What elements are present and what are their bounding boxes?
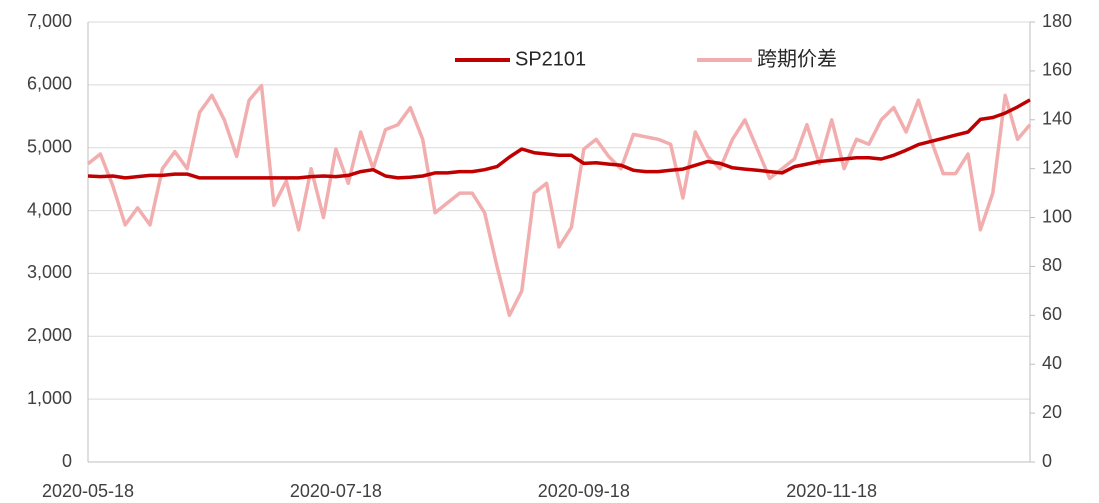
y2-tick-label: 20 xyxy=(1042,402,1062,422)
y-tick-label: 0 xyxy=(62,451,72,471)
x-tick-label: 2020-07-18 xyxy=(290,481,382,501)
y2-tick-label: 60 xyxy=(1042,304,1062,324)
y-tick-label: 3,000 xyxy=(27,262,72,282)
x-tick-label: 2020-11-18 xyxy=(786,481,877,501)
y2-tick-label: 80 xyxy=(1042,255,1062,275)
y-tick-label: 5,000 xyxy=(27,136,72,156)
y2-tick-label: 180 xyxy=(1042,11,1072,31)
y-tick-label: 7,000 xyxy=(27,11,72,31)
y-tick-label: 4,000 xyxy=(27,199,72,219)
x-tick-label: 2020-05-18 xyxy=(42,481,134,501)
y2-tick-label: 120 xyxy=(1042,157,1072,177)
y-tick-label: 6,000 xyxy=(27,74,72,94)
legend-label: SP2101 xyxy=(515,48,586,70)
series-line xyxy=(87,98,1031,180)
x-tick-label: 2020-09-18 xyxy=(538,481,630,501)
y2-tick-label: 140 xyxy=(1042,109,1072,129)
y2-tick-label: 0 xyxy=(1042,451,1052,471)
y2-tick-label: 100 xyxy=(1042,206,1072,226)
y-tick-label: 2,000 xyxy=(27,325,72,345)
y2-tick-label: 40 xyxy=(1042,353,1062,373)
y-tick-label: 1,000 xyxy=(27,388,72,408)
series-line xyxy=(86,83,1032,318)
legend-label: 跨期价差 xyxy=(757,47,837,70)
y2-tick-label: 160 xyxy=(1042,60,1072,80)
